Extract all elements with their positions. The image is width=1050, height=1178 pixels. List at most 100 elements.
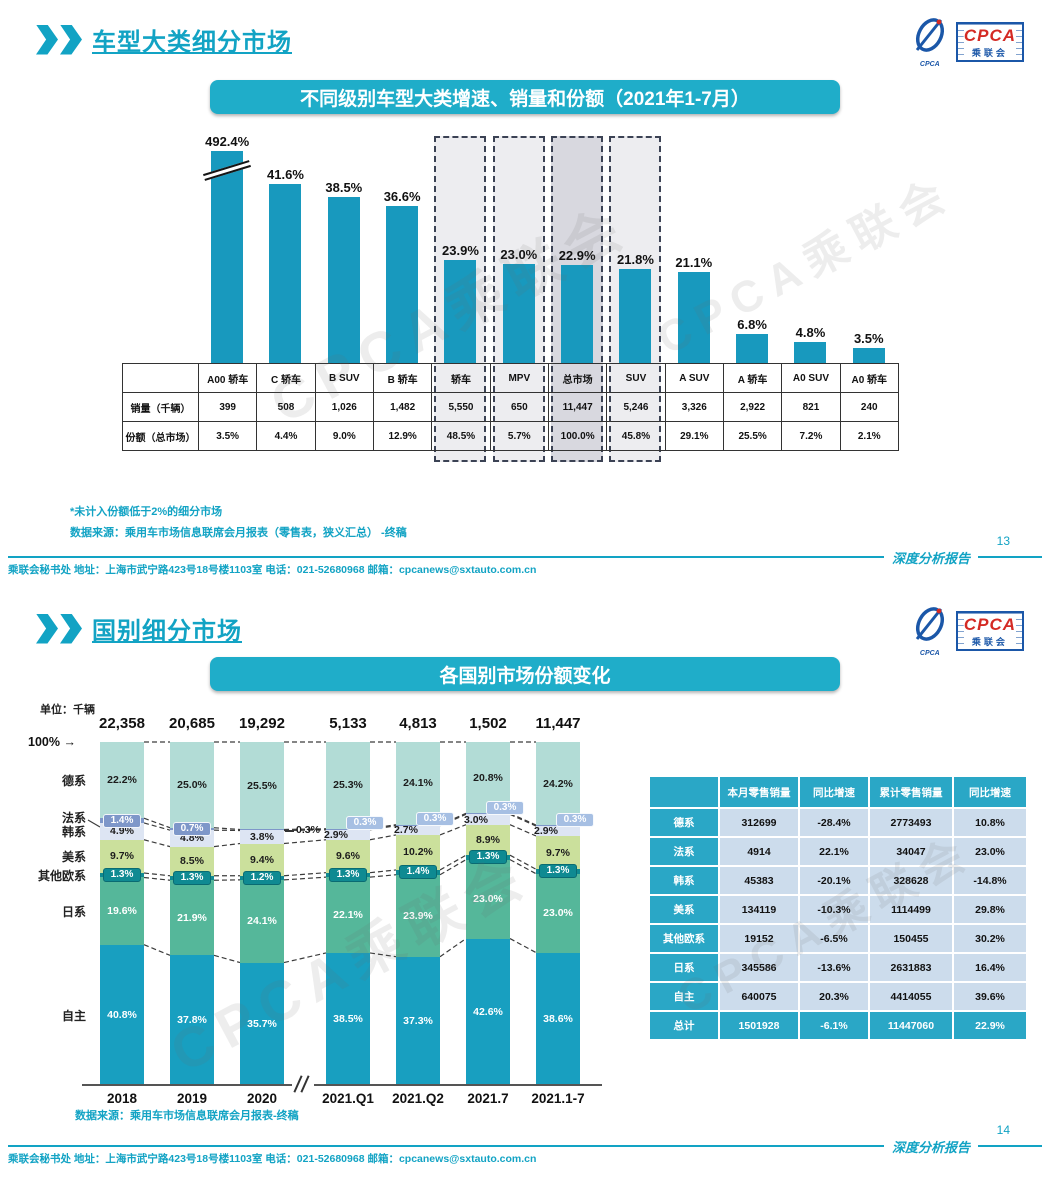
cell: 23.0% bbox=[954, 838, 1026, 865]
table2-row: 自主 640075 20.3% 4414055 39.6% bbox=[650, 983, 1026, 1010]
share-label: 9.7% bbox=[546, 846, 570, 859]
cell: 1501928 bbox=[720, 1012, 798, 1039]
growth-value-label: 23.9% bbox=[442, 243, 479, 258]
column-header: 本月零售销量 bbox=[720, 777, 798, 807]
axis-100pct-label: 100% → bbox=[28, 735, 76, 749]
cell: 39.6% bbox=[954, 983, 1026, 1010]
section-header: 车型大类细分市场 bbox=[36, 22, 292, 57]
footer-rule bbox=[8, 1145, 1042, 1147]
cell: -14.8% bbox=[954, 867, 1026, 894]
segment-日系 bbox=[326, 877, 370, 953]
segment-美系 bbox=[536, 835, 580, 870]
segment-自主 bbox=[536, 952, 580, 1085]
share-row: 份额（总市场） 3.5% 4.4% 9.0% 12.9% 48.5% 5.7% 100.0% 4… bbox=[122, 421, 899, 451]
row-label: 韩系 bbox=[650, 867, 718, 894]
cell: 22.9% bbox=[954, 1012, 1026, 1039]
cell: 29.1% bbox=[664, 421, 724, 451]
segment-美系 bbox=[170, 846, 214, 876]
growth-bar bbox=[677, 272, 710, 363]
share-label: 2.7% bbox=[394, 824, 418, 837]
eu-other-share-badge: 1.4% bbox=[399, 865, 437, 880]
column-header: 同比增速 bbox=[800, 777, 868, 807]
segment-德系 bbox=[170, 742, 214, 828]
growth-value-label: 4.8% bbox=[795, 325, 826, 340]
growth-value-label: 23.0% bbox=[500, 247, 538, 262]
share-label: 37.8% bbox=[177, 1014, 207, 1027]
share-label: 2.9% bbox=[534, 825, 558, 837]
chart2-title-banner: 各国别市场份额变化 bbox=[210, 657, 840, 691]
page-number: 14 bbox=[996, 1123, 1010, 1137]
arrow-right-icon: → bbox=[63, 735, 76, 749]
growth-bar bbox=[736, 334, 769, 363]
share-label: 8.5% bbox=[180, 855, 204, 868]
fr-share-badge: 0.7% bbox=[173, 821, 211, 836]
cell: 150455 bbox=[870, 925, 952, 952]
series-label-法系: 法系 bbox=[61, 810, 86, 825]
segment-日系 bbox=[536, 873, 580, 953]
cell: -20.1% bbox=[800, 867, 868, 894]
cell: 5,550 bbox=[431, 392, 491, 422]
cell: -10.3% bbox=[800, 896, 868, 923]
footer-rule bbox=[8, 556, 1042, 558]
segment-自主 bbox=[170, 955, 214, 1085]
x-axis-label: 2021.Q1 bbox=[322, 1091, 374, 1106]
segment-法系 bbox=[240, 829, 284, 831]
row-label: 销量（千辆） bbox=[122, 392, 199, 422]
segment-美系 bbox=[326, 839, 370, 873]
cpca-logo-text: CPCA bbox=[963, 26, 1016, 46]
cell: 328628 bbox=[870, 867, 952, 894]
growth-bar bbox=[619, 269, 652, 363]
cell: A 轿车 bbox=[722, 363, 783, 393]
share-label: 23.0% bbox=[543, 907, 573, 920]
cell: A00 轿车 bbox=[197, 363, 258, 393]
segment-韩系 bbox=[326, 829, 370, 840]
cell: 轿车 bbox=[431, 363, 491, 393]
share-label: 3.8% bbox=[250, 831, 274, 843]
cell: 3.5% bbox=[197, 421, 258, 451]
share-label: 9.6% bbox=[336, 850, 360, 863]
footnote-star: *未计入份额低于2%的细分市场 bbox=[70, 506, 223, 518]
cpca-logo-box: CPCA 乘联会 bbox=[955, 22, 1024, 62]
cpca-logo-text: CPCA bbox=[963, 615, 1016, 635]
stacked-bar bbox=[326, 742, 370, 1085]
fr-share-badge: 0.3% bbox=[556, 812, 594, 827]
table2-row: 法系 4914 22.1% 34047 23.0% bbox=[650, 838, 1026, 865]
row-label: 美系 bbox=[650, 896, 718, 923]
segment-德系 bbox=[536, 742, 580, 825]
row-label: 其他欧系 bbox=[650, 925, 718, 952]
growth-value-label: 22.9% bbox=[558, 248, 596, 263]
cell: 25.5% bbox=[722, 421, 783, 451]
share-label: 9.4% bbox=[250, 853, 274, 866]
cell: A0 轿车 bbox=[839, 363, 899, 393]
page-title: 车型大类细分市场 bbox=[92, 29, 292, 56]
eu-other-share-badge: 1.3% bbox=[103, 868, 141, 883]
segment-日系 bbox=[240, 879, 284, 963]
x-axis-label: 2018 bbox=[106, 1091, 138, 1106]
eu-other-share-badge: 1.2% bbox=[243, 870, 281, 885]
x-axis-label: 2019 bbox=[176, 1091, 208, 1106]
row-label bbox=[122, 363, 199, 393]
cell: 2631883 bbox=[870, 954, 952, 981]
cell: 2,922 bbox=[722, 392, 783, 422]
segment-自主 bbox=[240, 962, 284, 1085]
segment-德系 bbox=[326, 742, 370, 829]
row-label: 总计 bbox=[650, 1012, 718, 1039]
cell: 2.1% bbox=[839, 421, 899, 451]
cell: 12.9% bbox=[372, 421, 433, 451]
eu-other-share-badge: 1.3% bbox=[329, 867, 367, 882]
total-label: 4,813 bbox=[399, 715, 437, 732]
cpca-swoosh-icon: CPCA bbox=[909, 605, 951, 657]
section-header: 国别细分市场 bbox=[36, 611, 242, 646]
cell: SUV bbox=[606, 363, 666, 393]
share-label: 35.7% bbox=[247, 1017, 277, 1030]
segment-德系 bbox=[240, 742, 284, 830]
cpca-logo-subtext: 乘联会 bbox=[963, 46, 1016, 59]
cell: 821 bbox=[781, 392, 841, 422]
series-label-自主: 自主 bbox=[61, 1008, 86, 1023]
total-label: 1,502 bbox=[469, 715, 507, 732]
total-label: 19,292 bbox=[239, 715, 285, 732]
share-label: 24.1% bbox=[247, 915, 277, 928]
callout-line bbox=[285, 829, 294, 832]
cell: 总市场 bbox=[547, 363, 608, 393]
country-sales-table: 本月零售销量 同比增速 累计零售销量 同比增速 德系 312699 -28.4% 277349… bbox=[648, 775, 1028, 1041]
